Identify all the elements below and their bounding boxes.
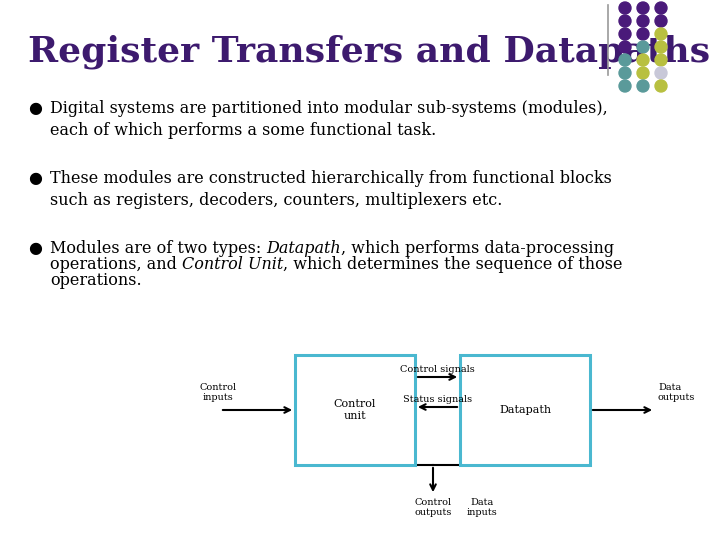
Circle shape — [619, 28, 631, 40]
Circle shape — [637, 41, 649, 53]
Circle shape — [619, 15, 631, 27]
Text: Control signals: Control signals — [400, 365, 475, 374]
Circle shape — [637, 67, 649, 79]
Circle shape — [619, 2, 631, 14]
Text: These modules are constructed hierarchically from functional blocks
such as regi: These modules are constructed hierarchic… — [50, 170, 612, 209]
Text: Data
outputs: Data outputs — [658, 383, 696, 402]
Text: ●: ● — [28, 240, 42, 257]
Text: ●: ● — [28, 100, 42, 117]
Circle shape — [655, 67, 667, 79]
Circle shape — [637, 80, 649, 92]
Text: Modules are of two types:: Modules are of two types: — [50, 240, 266, 257]
Bar — [295, 355, 415, 465]
Text: , which determines the sequence of those: , which determines the sequence of those — [283, 256, 623, 273]
Circle shape — [637, 54, 649, 66]
Text: ●: ● — [28, 170, 42, 187]
Text: Control
outputs: Control outputs — [414, 498, 451, 517]
Text: operations.: operations. — [50, 272, 142, 289]
Circle shape — [655, 54, 667, 66]
Text: Control
unit: Control unit — [334, 399, 376, 421]
Text: Digital systems are partitioned into modular sub-systems (modules),
each of whic: Digital systems are partitioned into mod… — [50, 100, 608, 139]
Text: Control Unit: Control Unit — [182, 256, 283, 273]
Circle shape — [619, 41, 631, 53]
Text: operations, and: operations, and — [50, 256, 182, 273]
Circle shape — [619, 67, 631, 79]
Text: Data
inputs: Data inputs — [467, 498, 498, 517]
Text: Status signals: Status signals — [403, 395, 472, 404]
Circle shape — [655, 41, 667, 53]
Circle shape — [637, 28, 649, 40]
Text: Datapath: Datapath — [266, 240, 341, 257]
Circle shape — [619, 80, 631, 92]
Circle shape — [637, 2, 649, 14]
Text: Control
inputs: Control inputs — [199, 383, 237, 402]
Circle shape — [637, 15, 649, 27]
Circle shape — [655, 15, 667, 27]
Circle shape — [655, 2, 667, 14]
Circle shape — [619, 54, 631, 66]
Text: , which performs data-processing: , which performs data-processing — [341, 240, 614, 257]
Text: Register Transfers and Datapaths: Register Transfers and Datapaths — [28, 35, 710, 69]
Circle shape — [655, 28, 667, 40]
Circle shape — [655, 80, 667, 92]
Text: Datapath: Datapath — [499, 405, 551, 415]
Bar — [460, 355, 590, 465]
